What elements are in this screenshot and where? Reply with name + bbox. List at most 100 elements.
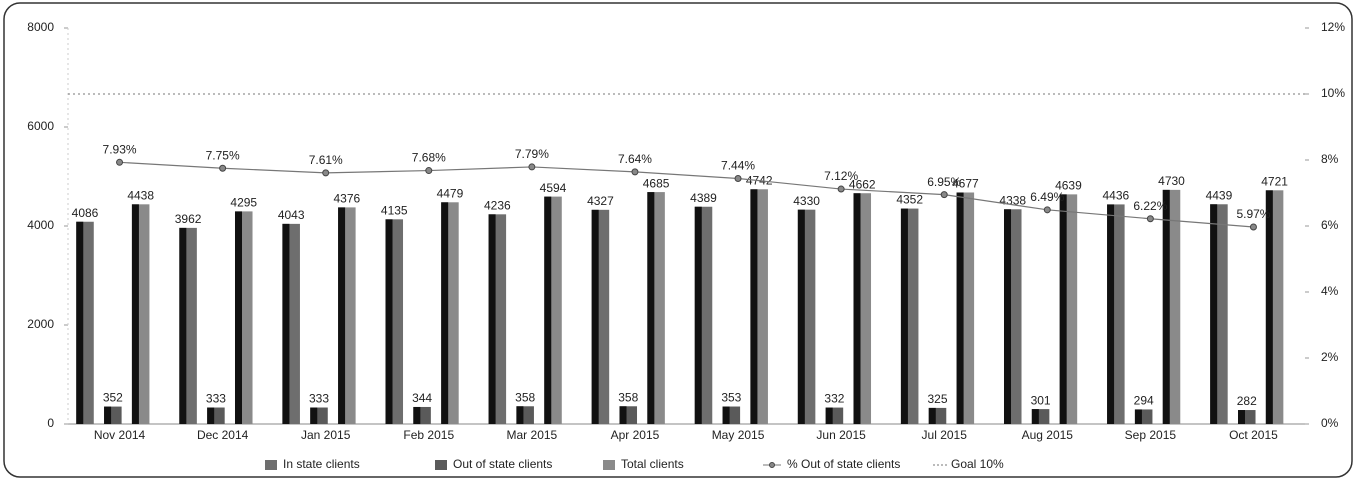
y-tick-label: 2000	[27, 317, 54, 331]
bar-shade	[1059, 194, 1067, 424]
bar-shade	[900, 208, 908, 424]
data-label: 333	[309, 392, 329, 406]
bar-shade	[282, 223, 290, 424]
data-label: 282	[1237, 394, 1257, 408]
bar-shade	[647, 192, 655, 424]
data-label: 4479	[437, 186, 464, 200]
data-label: 4594	[540, 181, 567, 195]
data-label: 4327	[587, 194, 614, 208]
data-label: 333	[206, 392, 226, 406]
data-label: 325	[927, 392, 947, 406]
data-label: 4376	[333, 192, 360, 206]
legend-swatch	[603, 460, 615, 470]
data-label: 4662	[849, 177, 876, 191]
data-label: 7.64%	[618, 152, 652, 166]
data-label: 4439	[1206, 188, 1233, 202]
line-point	[1146, 215, 1154, 223]
bar-shade	[619, 406, 627, 424]
bar-shade	[516, 406, 524, 424]
line-point	[734, 174, 742, 182]
bar-shade	[694, 206, 702, 424]
data-label: 6.22%	[1133, 199, 1167, 213]
bar-shade	[104, 406, 112, 424]
legend-swatch	[769, 462, 775, 468]
data-label: 4330	[793, 194, 820, 208]
bar-shade	[441, 202, 449, 424]
y-tick-label: 6000	[27, 119, 54, 133]
legend-label: % Out of state clients	[787, 457, 900, 471]
y2-tick-label: 0%	[1321, 416, 1339, 430]
line-point	[116, 158, 124, 166]
bar-shade	[544, 196, 552, 424]
bar-shade	[591, 209, 599, 424]
y2-tick-label: 4%	[1321, 284, 1339, 298]
y2-tick-label: 10%	[1321, 86, 1345, 100]
line-point	[1043, 206, 1051, 214]
line-point	[219, 164, 227, 172]
data-label: 358	[515, 390, 535, 404]
x-tick-label: Aug 2015	[1022, 428, 1074, 442]
data-label: 4639	[1055, 179, 1082, 193]
data-label: 301	[1031, 393, 1051, 407]
x-tick-label: Sep 2015	[1125, 428, 1177, 442]
line-point	[940, 191, 948, 199]
x-tick-label: Dec 2014	[197, 428, 249, 442]
bar-shade	[413, 406, 421, 424]
bar-shade	[207, 407, 215, 424]
bar-shade	[797, 209, 805, 424]
legend-label: In state clients	[283, 457, 360, 471]
x-tick-label: Apr 2015	[611, 428, 660, 442]
legend-label: Goal 10%	[951, 457, 1004, 471]
data-label: 4677	[952, 177, 979, 191]
data-label: 5.97%	[1236, 207, 1270, 221]
bar-shade	[1237, 410, 1246, 424]
x-tick-label: Oct 2015	[1229, 428, 1278, 442]
data-label: 7.12%	[824, 169, 858, 183]
data-label: 4236	[484, 198, 511, 212]
data-label: 344	[412, 391, 432, 405]
data-label: 4086	[72, 206, 99, 220]
legend-swatch	[435, 460, 447, 470]
data-label: 358	[618, 390, 638, 404]
bar-shade	[1031, 409, 1039, 424]
line-point	[528, 163, 536, 171]
bar-shade	[1210, 204, 1218, 424]
x-tick-label: Mar 2015	[507, 428, 558, 442]
bar-shade	[1107, 204, 1115, 424]
bar-shade	[179, 227, 187, 424]
bar-shade	[722, 406, 730, 424]
bar-shade	[853, 193, 861, 424]
bar-shade	[750, 189, 758, 424]
legend-swatch	[265, 460, 277, 470]
bar-shade	[338, 207, 346, 424]
data-label: 4389	[690, 191, 717, 205]
bar-shade	[310, 407, 318, 424]
bar-shade	[1265, 190, 1273, 424]
data-label: 7.61%	[309, 153, 343, 167]
bar-shade	[234, 211, 243, 424]
y2-tick-label: 6%	[1321, 218, 1339, 232]
y-tick-label: 4000	[27, 218, 54, 232]
y2-tick-label: 2%	[1321, 350, 1339, 364]
data-label: 6.95%	[927, 175, 961, 189]
bar-shade	[488, 214, 496, 424]
bar-shade	[385, 219, 393, 424]
data-label: 7.79%	[515, 147, 549, 161]
y2-tick-label: 8%	[1321, 152, 1339, 166]
data-label: 4295	[230, 196, 257, 210]
bar-shade	[956, 192, 964, 424]
x-tick-label: Jun 2015	[816, 428, 866, 442]
line-point	[837, 185, 845, 193]
y2-tick-label: 12%	[1321, 20, 1345, 34]
x-tick-label: Nov 2014	[94, 428, 146, 442]
x-tick-label: Jan 2015	[301, 428, 351, 442]
data-label: 4685	[643, 176, 670, 190]
x-tick-label: May 2015	[712, 428, 765, 442]
legend-label: Total clients	[621, 457, 684, 471]
y-tick-label: 0	[47, 416, 54, 430]
data-label: 353	[721, 391, 741, 405]
bar-shade	[928, 407, 936, 424]
data-label: 332	[824, 392, 844, 406]
data-label: 294	[1134, 394, 1154, 408]
data-label: 4352	[896, 193, 923, 207]
